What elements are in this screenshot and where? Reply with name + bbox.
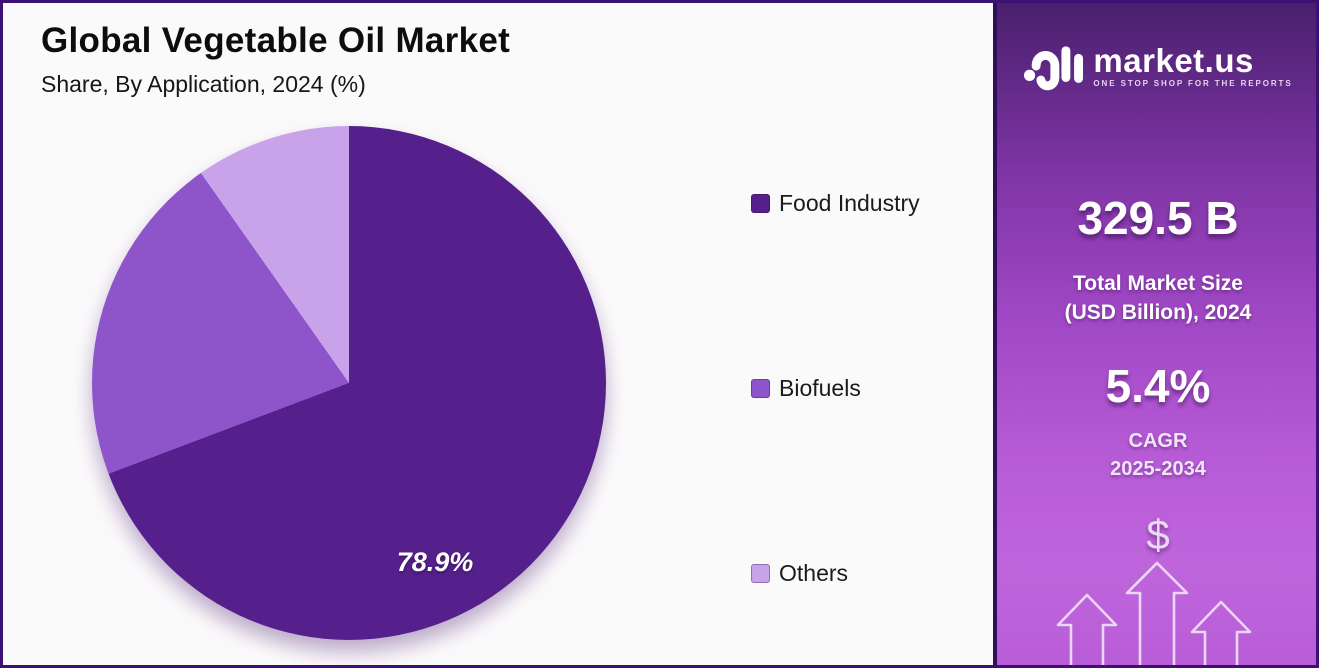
legend-swatch-biofuels: [751, 378, 770, 398]
cagr-label: CAGR 2025-2034: [997, 427, 1316, 483]
brand-logo: market.us ONE STOP SHOP FOR THE REPORTS: [997, 39, 1316, 93]
market-size-label-line1: Total Market Size: [1073, 272, 1243, 295]
legend-label-others: Others: [779, 559, 849, 586]
market-size-label-line2: (USD Billion), 2024: [1064, 301, 1252, 324]
page-title: Global Vegetable Oil Market: [41, 21, 511, 60]
cagr-label-line2: 2025-2034: [1110, 458, 1206, 480]
legend-item-biofuels: Biofuels: [751, 374, 861, 401]
market-size-label: Total Market Size (USD Billion), 2024: [997, 269, 1316, 327]
cagr-label-line1: CAGR: [1128, 430, 1188, 452]
legend-swatch-others: [751, 563, 770, 583]
brand-sidebar: market.us ONE STOP SHOP FOR THE REPORTS …: [993, 3, 1316, 665]
market-us-logo-icon: [1024, 46, 1084, 91]
growth-arrow-left: [1056, 593, 1118, 665]
legend-label-biofuels: Biofuels: [779, 374, 861, 401]
growth-arrow-right: [1190, 600, 1252, 665]
brand-tagline: ONE STOP SHOP FOR THE REPORTS: [1093, 79, 1293, 88]
cagr-value: 5.4%: [1105, 360, 1211, 412]
brand-name: market.us: [1093, 42, 1254, 79]
legend-item-food-industry: Food Industry: [751, 189, 920, 216]
legend-item-others: Others: [751, 559, 849, 586]
pie-chart: [92, 126, 606, 640]
market-size-value: 329.5 B: [1077, 192, 1239, 244]
dollar-icon: $: [1146, 511, 1170, 558]
brand-logo-text: market.us ONE STOP SHOP FOR THE REPORTS: [1093, 42, 1293, 89]
pie-slice-label-food-industry: 78.9%: [396, 547, 474, 577]
growth-arrow-middle: [1125, 561, 1189, 665]
chart-area: Global Vegetable Oil Market Share, By Ap…: [3, 3, 996, 665]
growth-arrows-icon: [1056, 561, 1252, 665]
legend-swatch-food-industry: [751, 193, 770, 213]
page-subtitle: Share, By Application, 2024 (%): [41, 71, 366, 97]
legend-label-food-industry: Food Industry: [779, 189, 920, 216]
